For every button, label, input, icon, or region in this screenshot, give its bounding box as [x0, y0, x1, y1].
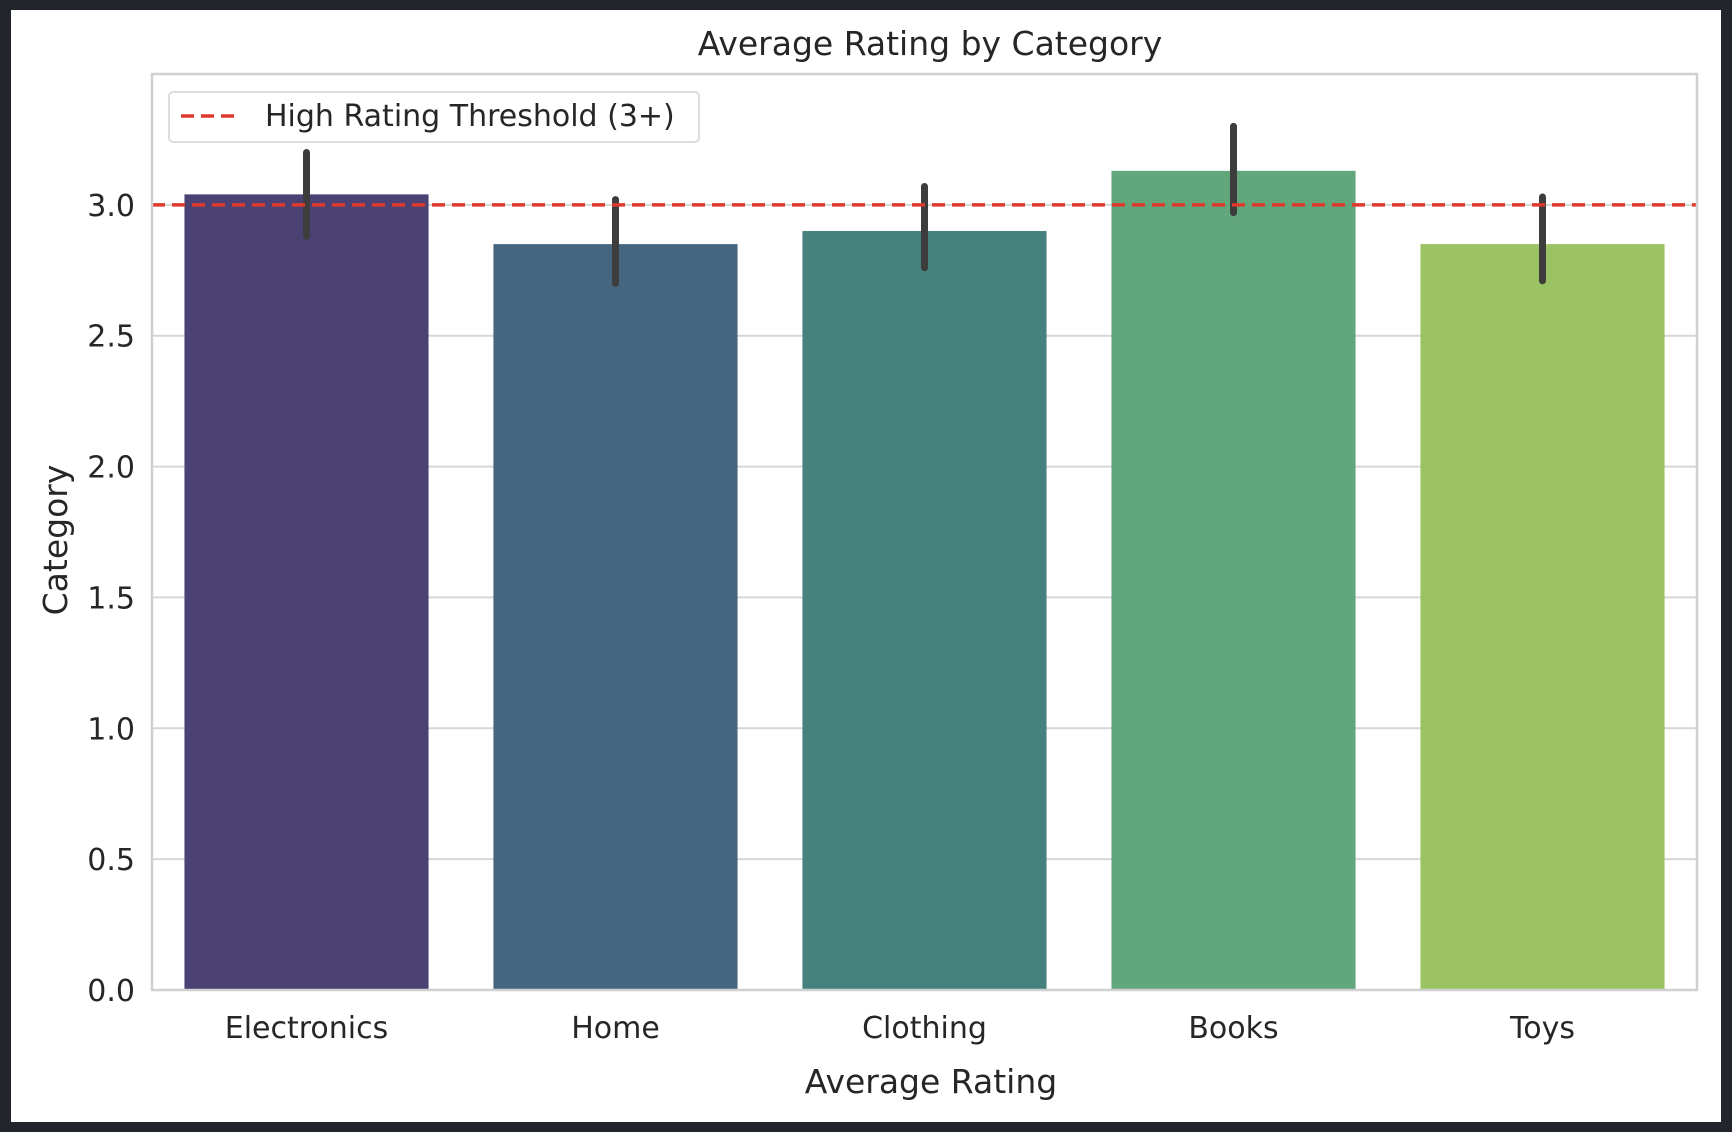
y-tick-label: 0.0 [87, 974, 135, 1009]
y-tick-label: 2.5 [87, 320, 135, 355]
chart-figure: Average Rating by Category 0.0 0.5 1.0 1.5 2… [11, 10, 1721, 1122]
y-axis-label: Category [36, 465, 75, 616]
bar-toys [1420, 244, 1665, 991]
y-tick-label: 0.5 [87, 843, 135, 878]
bars [184, 170, 1665, 991]
legend: High Rating Threshold (3+) [168, 91, 700, 143]
legend-threshold-label: High Rating Threshold (3+) [265, 99, 675, 134]
x-tick-label: Clothing [862, 1011, 987, 1046]
bar-books [1111, 170, 1356, 990]
bar-chart: Average Rating by Category 0.0 0.5 1.0 1.5 2… [36, 24, 1699, 1101]
x-axis-label: Average Rating [805, 1062, 1057, 1101]
plot-frame [150, 72, 1699, 992]
x-tick-label: Toys [1509, 1011, 1575, 1046]
bar-home [493, 244, 738, 991]
y-tick-label: 1.5 [87, 581, 135, 616]
y-tick-label: 3.0 [87, 189, 135, 224]
x-tick-label: Electronics [225, 1011, 389, 1046]
error-bars [303, 122, 1546, 287]
y-tick-label: 2.0 [87, 451, 135, 486]
bar-clothing [802, 231, 1047, 990]
x-tick-label: Home [571, 1011, 660, 1046]
chart-title: Average Rating by Category [698, 24, 1163, 63]
axes: 0.0 0.5 1.0 1.5 2.0 2.5 3.0 Electronics Home Clot… [87, 72, 1699, 1046]
x-tick-label: Books [1188, 1011, 1278, 1046]
legend-box [168, 91, 700, 143]
y-tick-label: 1.0 [87, 712, 135, 747]
bar-electronics [184, 194, 429, 991]
